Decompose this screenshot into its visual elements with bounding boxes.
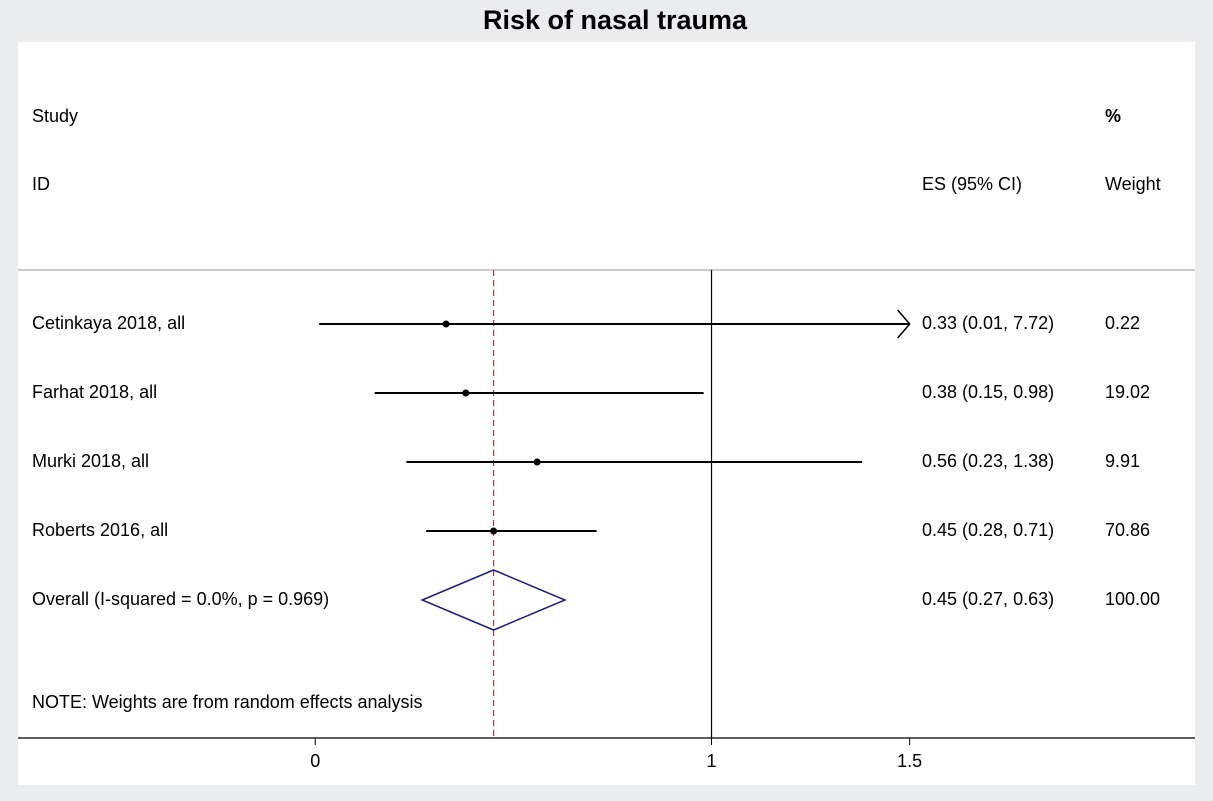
- ci-label: 0.33 (0.01, 7.72): [922, 313, 1054, 333]
- overall-label: Overall (I-squared = 0.0%, p = 0.969): [32, 589, 329, 609]
- x-tick-label: 1: [707, 751, 717, 771]
- ci-label: 0.38 (0.15, 0.98): [922, 382, 1054, 402]
- weight-label: 19.02: [1105, 382, 1150, 402]
- point-estimate: [462, 389, 470, 397]
- ci-arrow: [897, 309, 911, 339]
- chart-title: Risk of nasal trauma: [483, 5, 748, 35]
- ci-label: 0.56 (0.23, 1.38): [922, 451, 1054, 471]
- note: NOTE: Weights are from random effects an…: [32, 692, 422, 712]
- weight-label: 9.91: [1105, 451, 1140, 471]
- point-estimate: [490, 527, 498, 535]
- plot-background: [18, 42, 1195, 785]
- x-tick-label: 1.5: [897, 751, 922, 771]
- overall-weight-label: 100.00: [1105, 589, 1160, 609]
- header-pct: %: [1105, 106, 1121, 126]
- study-label: Murki 2018, all: [32, 451, 149, 471]
- weight-label: 70.86: [1105, 520, 1150, 540]
- weight-label: 0.22: [1105, 313, 1140, 333]
- header-id: ID: [32, 174, 50, 194]
- header-study: Study: [32, 106, 78, 126]
- point-estimate: [442, 320, 450, 328]
- overall-diamond: [420, 569, 567, 631]
- point-estimate: [533, 458, 541, 466]
- overall-ci-label: 0.45 (0.27, 0.63): [922, 589, 1054, 609]
- study-label: Farhat 2018, all: [32, 382, 157, 402]
- study-label: Roberts 2016, all: [32, 520, 168, 540]
- ci-label: 0.45 (0.28, 0.71): [922, 520, 1054, 540]
- header-es: ES (95% CI): [922, 174, 1022, 194]
- header-weight: Weight: [1105, 174, 1161, 194]
- x-tick-label: 0: [310, 751, 320, 771]
- study-label: Cetinkaya 2018, all: [32, 313, 185, 333]
